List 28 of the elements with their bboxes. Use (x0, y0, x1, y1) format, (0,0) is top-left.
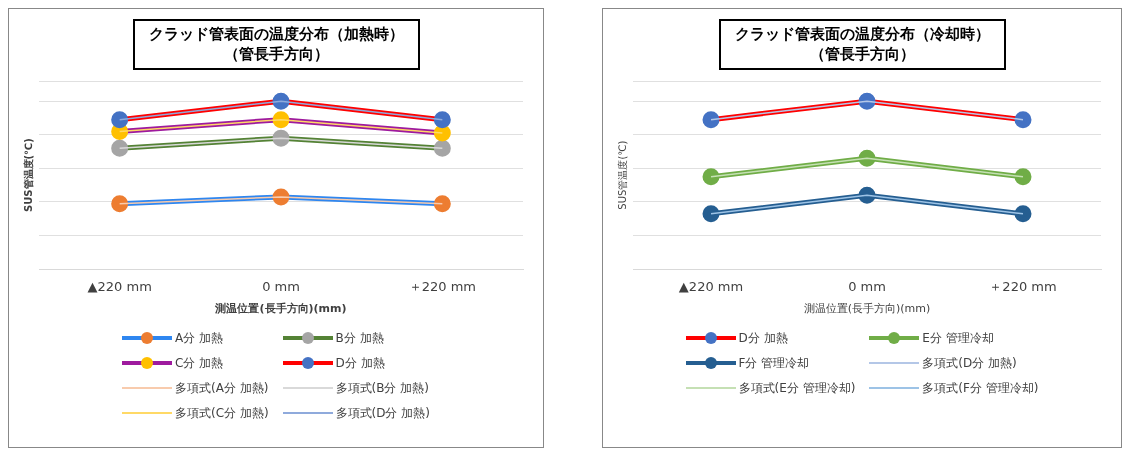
x-tick-label: ▲220 mm (678, 278, 744, 294)
x-tick-label: ＋220 mm (989, 278, 1057, 294)
legend-label: 多項式(C分 加熱) (175, 404, 269, 422)
x-tick-label: ▲220 mm (87, 278, 152, 294)
legend-label: C分 加熱 (175, 354, 224, 372)
x-tick-label: 0 mm (262, 278, 300, 294)
legend-label: E分 管理冷却 (922, 329, 994, 347)
legend-label: F分 管理冷却 (738, 354, 810, 372)
legend-label: 多項式(F分 管理冷却) (922, 379, 1039, 397)
legend-label: 多項式(B分 加熱) (335, 379, 429, 397)
legend-label: 多項式(E分 管理冷却) (738, 379, 856, 397)
legend-label: A分 加熱 (175, 329, 224, 347)
y-axis-title: SUS管温度(℃) (616, 139, 628, 210)
legend-label: B分 加熱 (335, 329, 384, 347)
legend-label: 多項式(A分 加熱) (175, 379, 269, 397)
legend-label: D分 加熱 (738, 329, 788, 347)
x-axis-title: 測温位置(長手方向)(mm) (803, 301, 931, 315)
chart-title: クラッド管表面の温度分布（冷却時） (734, 24, 990, 45)
legend-label: 多項式(D分 加熱) (922, 354, 1017, 372)
chart-subtitle: （管長手方向） (222, 44, 330, 65)
legend-label: D分 加熱 (335, 354, 385, 372)
chart-subtitle: （管長手方向） (808, 44, 916, 65)
y-axis-title: SUS管温度(℃) (22, 137, 34, 212)
x-tick-label: 0 mm (848, 278, 886, 294)
x-tick-label: ＋220 mm (408, 278, 476, 294)
legend-label: 多項式(D分 加熱) (335, 404, 430, 422)
x-axis-title: 測温位置(長手方向)(mm) (214, 301, 347, 315)
chart-title: クラッド管表面の温度分布（加熱時） (148, 24, 404, 45)
